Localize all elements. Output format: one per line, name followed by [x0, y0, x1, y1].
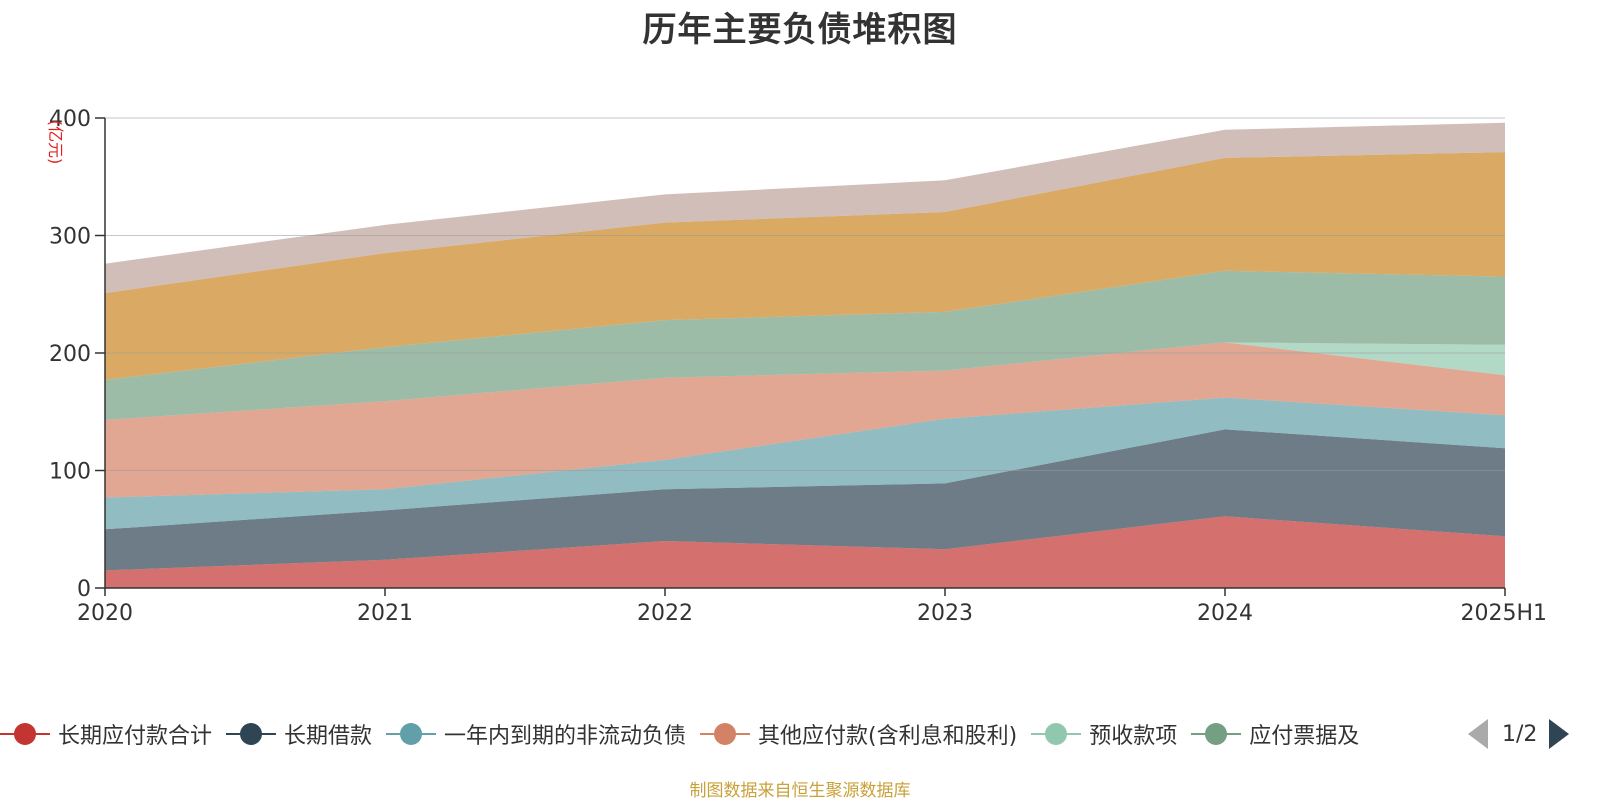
- legend-item-2[interactable]: 长期借款: [226, 714, 372, 754]
- x-tick-label: 2025H1: [1460, 601, 1547, 626]
- area-series-6: [105, 270, 1505, 420]
- legend-label: 其他应付款(含利息和股利): [758, 724, 1018, 749]
- area-series-5: [105, 342, 1505, 420]
- y-tick-label: 300: [49, 225, 91, 250]
- y-tick-label: 200: [49, 342, 91, 367]
- x-tick-label: 2022: [637, 601, 693, 626]
- x-tick-label: 2023: [917, 601, 973, 626]
- legend-marker-icon: [1031, 721, 1082, 747]
- legend: 长期应付款合计 长期借款 一年内到期的非流动负债 其他应付款(含利息和股利) 预收款项 应…: [0, 714, 1490, 754]
- legend-label: 应付票据及: [1249, 724, 1360, 749]
- legend-next-page-icon[interactable]: [1549, 719, 1570, 749]
- legend-label: 长期借款: [284, 724, 373, 749]
- legend-item-5[interactable]: 预收款项: [1031, 714, 1177, 754]
- y-axis-unit-label: (亿元): [46, 120, 65, 165]
- area-series-3: [105, 397, 1505, 530]
- y-tick-label: 100: [49, 460, 91, 485]
- legend-label: 一年内到期的非流动负债: [444, 724, 687, 749]
- legend-marker-icon: [1191, 721, 1242, 747]
- x-tick-label: 2021: [357, 601, 413, 626]
- y-tick-label: 0: [77, 577, 91, 602]
- legend-marker-icon: [700, 721, 751, 747]
- area-series-4: [105, 342, 1505, 498]
- legend-label: 预收款项: [1089, 724, 1178, 749]
- legend-prev-page-icon[interactable]: [1468, 719, 1488, 749]
- area-series-1: [105, 516, 1505, 588]
- area-series-8: [105, 122, 1505, 294]
- x-tick-label: 2024: [1197, 601, 1253, 626]
- area-series-7: [105, 152, 1505, 380]
- y-tick-label: 400: [49, 107, 91, 132]
- legend-item-4[interactable]: 其他应付款(含利息和股利): [700, 714, 1017, 754]
- legend-marker-icon: [0, 721, 50, 747]
- area-series-2: [105, 429, 1505, 571]
- x-tick-label: 2020: [77, 601, 133, 626]
- legend-marker-icon: [226, 721, 277, 747]
- data-source-note: 制图数据来自恒生聚源数据库: [689, 781, 911, 801]
- chart-title: 历年主要负债堆积图: [642, 10, 958, 50]
- chart-plot: 0 100 200 300 400 2020 2021 2022 2023 2024 2025H1 (…: [46, 107, 1547, 626]
- legend-label: 长期应付款合计: [58, 724, 213, 749]
- legend-item-6[interactable]: 应付票据及: [1191, 714, 1359, 754]
- legend-item-3[interactable]: 一年内到期的非流动负债: [386, 714, 686, 754]
- legend-page-indicator: 1/2: [1502, 721, 1538, 747]
- legend-pager: 1/2: [1468, 716, 1570, 752]
- legend-item-1[interactable]: 长期应付款合计: [0, 714, 212, 754]
- legend-marker-icon: [386, 721, 437, 747]
